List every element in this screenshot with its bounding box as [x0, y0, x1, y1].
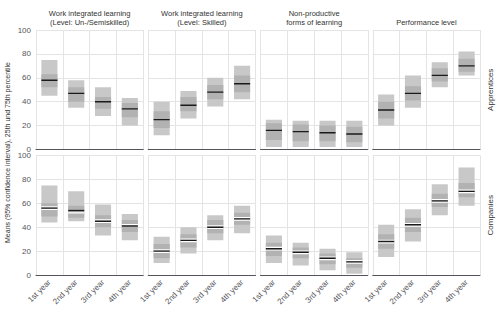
- svg-text:40: 40: [22, 97, 31, 106]
- svg-text:2nd year: 2nd year: [51, 278, 80, 307]
- svg-text:Companies: Companies: [486, 195, 495, 235]
- svg-text:Performance level: Performance level: [396, 18, 457, 27]
- svg-text:60: 60: [22, 73, 31, 82]
- svg-text:20: 20: [22, 247, 31, 256]
- svg-text:3rd year: 3rd year: [304, 278, 331, 305]
- svg-text:Apprentices: Apprentices: [486, 69, 495, 111]
- svg-text:3rd year: 3rd year: [191, 278, 218, 305]
- svg-text:Work integrated learning: Work integrated learning: [49, 9, 131, 18]
- svg-text:40: 40: [22, 223, 31, 232]
- svg-text:80: 80: [22, 49, 31, 58]
- svg-text:Means (95% confidence interval: Means (95% confidence interval), 25th un…: [4, 62, 12, 243]
- svg-text:1st year: 1st year: [138, 278, 165, 305]
- svg-text:1st year: 1st year: [26, 278, 53, 305]
- svg-text:2nd year: 2nd year: [163, 278, 192, 307]
- svg-text:3rd year: 3rd year: [416, 278, 443, 305]
- svg-text:100: 100: [18, 26, 32, 35]
- svg-text:3rd year: 3rd year: [79, 278, 106, 305]
- svg-text:0: 0: [27, 271, 32, 280]
- svg-text:Work integrated learning: Work integrated learning: [161, 9, 243, 18]
- svg-text:forms of learning: forms of learning: [286, 18, 342, 27]
- svg-text:1st year: 1st year: [363, 278, 390, 305]
- svg-text:Non-productive: Non-productive: [289, 9, 340, 18]
- svg-text:1st year: 1st year: [251, 278, 278, 305]
- svg-text:4th year: 4th year: [331, 278, 358, 305]
- svg-text:0: 0: [26, 145, 31, 154]
- svg-text:4th year: 4th year: [106, 278, 133, 305]
- svg-text:20: 20: [22, 121, 31, 130]
- svg-text:(Level: Un-/Semiskilled): (Level: Un-/Semiskilled): [50, 18, 130, 27]
- svg-text:60: 60: [22, 199, 31, 208]
- svg-text:2nd year: 2nd year: [388, 278, 417, 307]
- svg-text:(Level: Skilled): (Level: Skilled): [177, 18, 227, 27]
- svg-text:4th year: 4th year: [443, 278, 470, 305]
- svg-text:2nd year: 2nd year: [276, 278, 305, 307]
- svg-text:4th year: 4th year: [219, 278, 246, 305]
- svg-text:80: 80: [22, 175, 31, 184]
- svg-text:100: 100: [18, 151, 32, 160]
